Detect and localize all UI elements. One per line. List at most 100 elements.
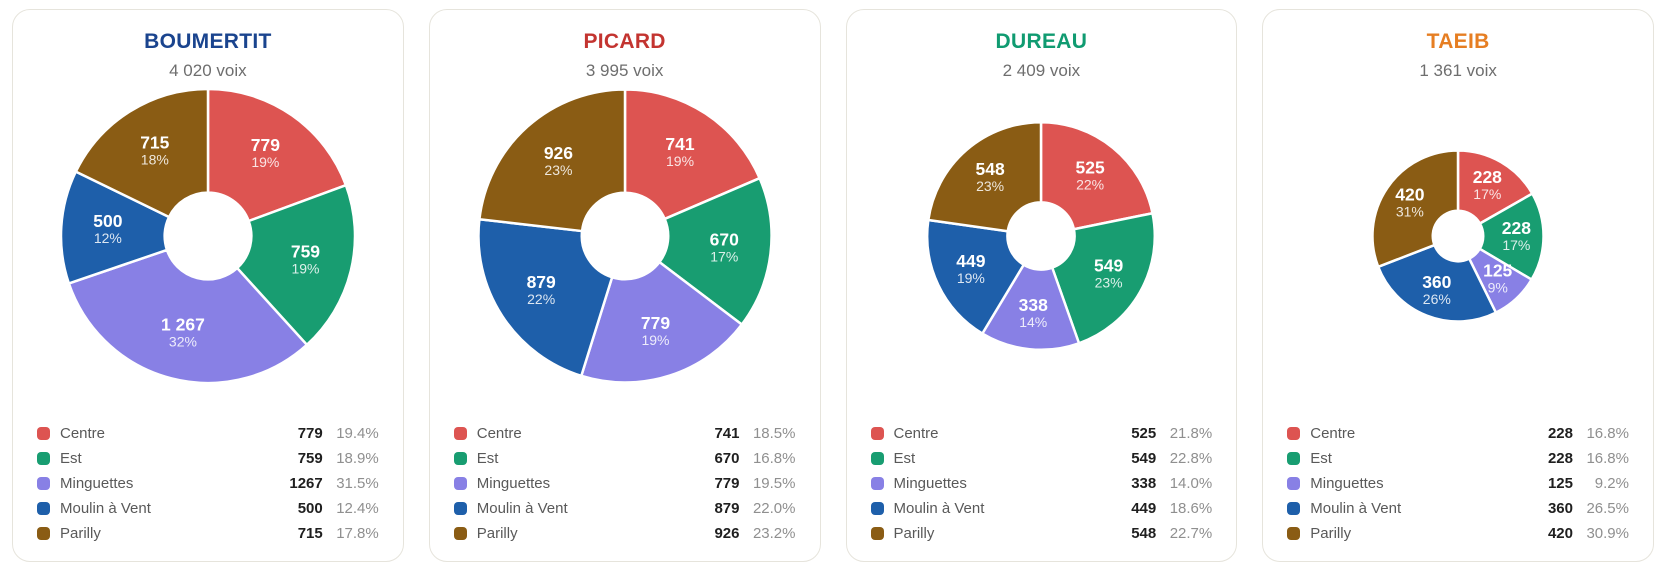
- pie-slice-est[interactable]: [1051, 211, 1157, 345]
- candidate-name: TAEIB: [1426, 30, 1490, 53]
- legend-value: 548: [1131, 524, 1157, 542]
- legend-row-centre: Centre 779 19.4%: [37, 423, 379, 443]
- donut-chart-wrap: 741 19% 670 17% 779 19% 879 22% 926 23%: [474, 85, 776, 387]
- legend-swatch: [1287, 426, 1301, 440]
- legend-label: Parilly: [476, 524, 518, 542]
- legend-value: 500: [297, 499, 323, 517]
- pie-slice-parilly[interactable]: [927, 120, 1043, 233]
- pie-slice-moulin-à-vent[interactable]: [59, 170, 171, 285]
- slice-percent-label: 12%: [94, 230, 122, 246]
- legend-percent: 16.8%: [1586, 449, 1629, 467]
- slice-value-label: 125: [1483, 260, 1512, 280]
- legend-label: Centre: [476, 424, 522, 442]
- legend-row-centre: Centre 525 21.8%: [870, 423, 1212, 443]
- pie-slice-parilly[interactable]: [477, 88, 626, 233]
- pie-slice-moulin-à-vent[interactable]: [476, 218, 613, 378]
- pie-slice-moulin-à-vent[interactable]: [926, 218, 1026, 335]
- legend-value: 549: [1131, 449, 1157, 467]
- legend-value: 670: [714, 449, 740, 467]
- donut-chart-wrap: 228 17% 228 17% 125 9% 360 26% 420 31%: [1307, 85, 1609, 387]
- pie-slice-moulin-à-vent[interactable]: [1377, 243, 1498, 323]
- candidate-name: DUREAU: [995, 30, 1088, 53]
- slice-value-label: 715: [140, 132, 169, 152]
- slice-percent-label: 19%: [641, 332, 669, 348]
- legend-swatch: [453, 526, 467, 540]
- legend-row-minguettes: Minguettes 338 14.0%: [870, 473, 1213, 493]
- legend-value: 228: [1547, 424, 1573, 442]
- slice-value-label: 879: [526, 272, 555, 292]
- legend-swatch: [37, 526, 50, 540]
- legend-swatch: [453, 426, 467, 440]
- pie-slice-centre[interactable]: [1456, 149, 1534, 225]
- legend-label: Minguettes: [60, 474, 134, 492]
- pie-slice-parilly[interactable]: [1371, 149, 1460, 269]
- legend-swatch: [870, 526, 884, 540]
- slice-percent-label: 23%: [976, 178, 1004, 194]
- pie-slice-minguettes[interactable]: [67, 248, 308, 385]
- candidate-card-dureau: DUREAU 2 409 voix 525 22% 549 23% 338 14% 449 1…: [845, 9, 1238, 562]
- legend-label: Moulin à Vent: [893, 499, 985, 517]
- slice-value-label: 228: [1502, 218, 1531, 238]
- slice-value-label: 670: [709, 230, 738, 250]
- pie-slice-est[interactable]: [235, 183, 357, 347]
- legend-row-parilly: Parilly 548 22.7%: [870, 523, 1212, 543]
- slice-value-label: 228: [1473, 167, 1502, 187]
- total-votes: 3 995 voix: [585, 61, 664, 80]
- legend-value: 449: [1131, 499, 1157, 517]
- legend-label: Moulin à Vent: [476, 499, 568, 517]
- legend-percent: 16.8%: [1586, 424, 1629, 442]
- legend-swatch: [37, 476, 50, 490]
- slice-value-label: 779: [251, 135, 280, 155]
- legend-percent: 12.4%: [336, 499, 379, 517]
- legend-percent: 26.5%: [1586, 499, 1629, 517]
- legend-value: 525: [1131, 424, 1157, 442]
- pie-slice-est[interactable]: [657, 176, 773, 326]
- legend-value: 125: [1547, 474, 1573, 492]
- legend: Centre 228 16.8% Est 228 16.8% Minguettes 125 9.…: [1287, 423, 1629, 545]
- candidate-card-picard: PICARD 3 995 voix 741 19% 670 17% 779 19% 879 2…: [428, 9, 821, 562]
- legend-percent: 23.2%: [752, 524, 796, 542]
- legend-row-centre: Centre 228 16.8%: [1287, 423, 1629, 443]
- legend-value: 779: [297, 424, 323, 442]
- legend-percent: 14.0%: [1169, 474, 1213, 492]
- legend-label: Est: [893, 449, 916, 467]
- legend-swatch: [1287, 476, 1301, 490]
- legend-label: Minguettes: [893, 474, 967, 492]
- pie-slice-minguettes[interactable]: [981, 263, 1081, 352]
- pie-slice-centre[interactable]: [1040, 120, 1155, 231]
- legend-swatch: [870, 501, 884, 515]
- slice-percent-label: 23%: [1095, 275, 1123, 291]
- legend: Centre 525 21.8% Est 549 22.8% Minguettes 338 14…: [870, 423, 1213, 545]
- slice-percent-label: 18%: [141, 151, 169, 167]
- legend-row-parilly: Parilly 420 30.9%: [1287, 523, 1629, 543]
- slice-value-label: 420: [1395, 184, 1424, 204]
- legend-label: Est: [476, 449, 499, 467]
- pie-slice-parilly[interactable]: [74, 87, 210, 219]
- legend-swatch: [870, 426, 884, 440]
- legend-percent: 16.8%: [752, 449, 796, 467]
- legend-swatch: [1287, 526, 1301, 540]
- legend-percent: 22.8%: [1169, 449, 1213, 467]
- legend-row-est: Est 549 22.8%: [870, 448, 1213, 468]
- total-votes: 2 409 voix: [1002, 61, 1081, 80]
- legend-label: Centre: [1310, 424, 1356, 442]
- legend-row-est: Est 759 18.9%: [37, 448, 379, 468]
- slice-percent-label: 32%: [169, 334, 197, 350]
- pie-slice-minguettes[interactable]: [579, 260, 743, 384]
- slice-percent-label: 22%: [1076, 176, 1104, 192]
- legend-percent: 18.6%: [1169, 499, 1213, 517]
- slice-percent-label: 26%: [1423, 291, 1451, 307]
- legend-label: Minguettes: [476, 474, 551, 492]
- slice-percent-label: 31%: [1396, 203, 1424, 219]
- pie-slice-centre[interactable]: [206, 87, 348, 223]
- legend-label: Est: [1310, 449, 1332, 467]
- legend-row-parilly: Parilly 715 17.8%: [37, 523, 379, 543]
- legend-swatch: [37, 501, 50, 515]
- legend-swatch: [37, 451, 50, 465]
- legend-value: 228: [1547, 449, 1573, 467]
- legend-label: Parilly: [1310, 524, 1352, 542]
- pie-slice-centre[interactable]: [623, 88, 761, 221]
- legend-value: 759: [297, 449, 323, 467]
